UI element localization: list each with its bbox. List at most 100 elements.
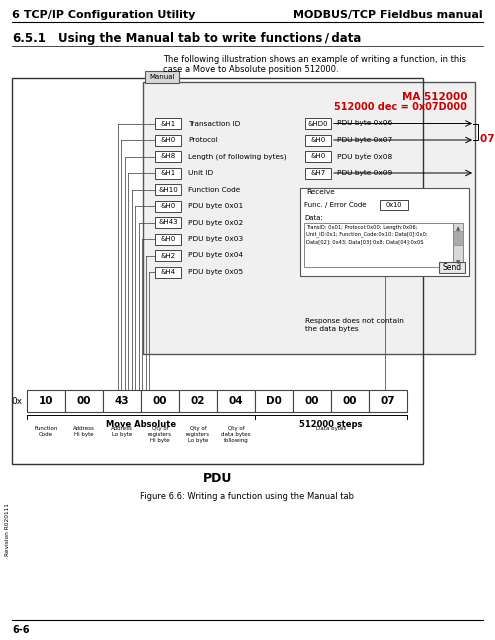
Text: 00: 00 xyxy=(305,396,319,406)
Text: 512000 steps: 512000 steps xyxy=(299,420,363,429)
Text: Function
Code: Function Code xyxy=(34,426,58,437)
Text: Qty of
registers
Lo byte: Qty of registers Lo byte xyxy=(186,426,210,444)
Text: 00: 00 xyxy=(343,396,357,406)
Bar xyxy=(155,234,181,244)
Text: Address
Lo byte: Address Lo byte xyxy=(111,426,133,437)
Text: 02: 02 xyxy=(191,396,205,406)
Bar xyxy=(155,168,181,179)
Text: PDU byte 0x04: PDU byte 0x04 xyxy=(188,253,243,259)
Text: 07  D0  00: 07 D0 00 xyxy=(480,134,495,144)
Bar xyxy=(155,134,181,145)
Bar xyxy=(305,168,331,179)
Text: &H1: &H1 xyxy=(160,120,176,127)
Bar xyxy=(155,200,181,211)
Text: TransID: 0x01; Protocol:0x00; Length:0x06;
Unit_ID:0x1; Function_Code:0x10; Data: TransID: 0x01; Protocol:0x00; Length:0x0… xyxy=(306,225,428,244)
Bar xyxy=(145,71,179,83)
Text: Func. / Error Code: Func. / Error Code xyxy=(304,202,366,208)
Text: PDU byte 0x09: PDU byte 0x09 xyxy=(337,170,392,176)
Bar xyxy=(304,223,453,267)
Text: 0x10: 0x10 xyxy=(386,202,402,208)
Bar xyxy=(453,223,463,267)
Text: &H2: &H2 xyxy=(160,253,176,259)
Text: D0: D0 xyxy=(266,396,282,406)
Bar xyxy=(369,390,407,412)
Text: &H0: &H0 xyxy=(310,137,326,143)
Bar xyxy=(12,78,423,464)
Text: &H0: &H0 xyxy=(160,137,176,143)
Text: 07: 07 xyxy=(381,396,396,406)
Text: 04: 04 xyxy=(229,396,244,406)
Text: Address
Hi byte: Address Hi byte xyxy=(73,426,95,437)
Text: Send: Send xyxy=(443,263,461,272)
Bar xyxy=(155,217,181,228)
Text: 00: 00 xyxy=(77,396,91,406)
Text: &H10: &H10 xyxy=(158,186,178,193)
Bar xyxy=(155,266,181,278)
Text: 6.5.1: 6.5.1 xyxy=(12,32,46,45)
Text: &H8: &H8 xyxy=(160,154,176,159)
Text: MA 512000: MA 512000 xyxy=(401,92,467,102)
Bar xyxy=(103,390,141,412)
Text: PDU byte 0x07: PDU byte 0x07 xyxy=(337,137,392,143)
Bar xyxy=(331,390,369,412)
Text: PDU byte 0x02: PDU byte 0x02 xyxy=(188,220,243,225)
Text: 6 TCP/IP Configuration Utility: 6 TCP/IP Configuration Utility xyxy=(12,10,196,20)
Text: 6-6: 6-6 xyxy=(12,625,30,635)
Text: Transaction ID: Transaction ID xyxy=(188,120,240,127)
Bar xyxy=(300,188,469,276)
Bar xyxy=(27,390,65,412)
Text: ▲: ▲ xyxy=(456,226,460,231)
Bar xyxy=(155,250,181,261)
Text: Figure 6.6: Writing a function using the Manual tab: Figure 6.6: Writing a function using the… xyxy=(140,492,354,501)
Text: 0x: 0x xyxy=(12,397,23,406)
Text: Function Code: Function Code xyxy=(188,186,240,193)
Text: PDU byte 0x01: PDU byte 0x01 xyxy=(188,203,243,209)
Bar xyxy=(155,151,181,162)
Text: The following illustration shows an example of writing a function, in this: The following illustration shows an exam… xyxy=(163,55,466,64)
Text: 43: 43 xyxy=(115,396,129,406)
Text: PDU: PDU xyxy=(203,472,232,485)
Text: &H0: &H0 xyxy=(310,154,326,159)
Bar xyxy=(305,118,331,129)
Text: PDU byte 0x06: PDU byte 0x06 xyxy=(337,120,392,127)
Bar xyxy=(65,390,103,412)
Text: Receive: Receive xyxy=(306,189,335,195)
Text: &H0: &H0 xyxy=(160,203,176,209)
Bar xyxy=(380,200,408,210)
Text: Protocol: Protocol xyxy=(188,137,218,143)
Text: Qty of
data bytes
following: Qty of data bytes following xyxy=(221,426,251,444)
Text: PDU byte 0x08: PDU byte 0x08 xyxy=(337,154,392,159)
Text: ▼: ▼ xyxy=(456,260,460,265)
Text: Manual: Manual xyxy=(149,74,175,80)
Text: Unit ID: Unit ID xyxy=(188,170,213,176)
Bar xyxy=(453,231,463,245)
Bar xyxy=(439,262,465,273)
Bar xyxy=(155,118,181,129)
Bar xyxy=(305,151,331,162)
Text: MODBUS/TCP Fieldbus manual: MODBUS/TCP Fieldbus manual xyxy=(294,10,483,20)
Text: Data:: Data: xyxy=(304,215,323,221)
Text: 00: 00 xyxy=(153,396,167,406)
Text: PDU byte 0x03: PDU byte 0x03 xyxy=(188,236,243,242)
Text: Revision R020111: Revision R020111 xyxy=(5,504,10,556)
Text: &H0: &H0 xyxy=(160,236,176,242)
Bar xyxy=(155,184,181,195)
Text: Qty of
registers
Hi byte: Qty of registers Hi byte xyxy=(148,426,172,444)
Text: 512000 dec = 0x07D000: 512000 dec = 0x07D000 xyxy=(334,102,467,112)
Bar xyxy=(141,390,179,412)
Text: PDU byte 0x05: PDU byte 0x05 xyxy=(188,269,243,275)
Bar xyxy=(217,390,255,412)
Text: case a Move to Absolute position 512000.: case a Move to Absolute position 512000. xyxy=(163,65,339,74)
Bar xyxy=(255,390,293,412)
Bar xyxy=(293,390,331,412)
Bar xyxy=(305,134,331,145)
Text: &H4: &H4 xyxy=(160,269,176,275)
Text: Move Absolute: Move Absolute xyxy=(106,420,176,429)
Text: &H1: &H1 xyxy=(160,170,176,176)
Text: Using the Manual tab to write functions / data: Using the Manual tab to write functions … xyxy=(58,32,361,45)
Text: &H43: &H43 xyxy=(158,220,178,225)
Text: Data bytes: Data bytes xyxy=(316,426,346,431)
Text: &HD0: &HD0 xyxy=(308,120,328,127)
Text: 10: 10 xyxy=(39,396,53,406)
Text: Length (of following bytes): Length (of following bytes) xyxy=(188,153,287,160)
